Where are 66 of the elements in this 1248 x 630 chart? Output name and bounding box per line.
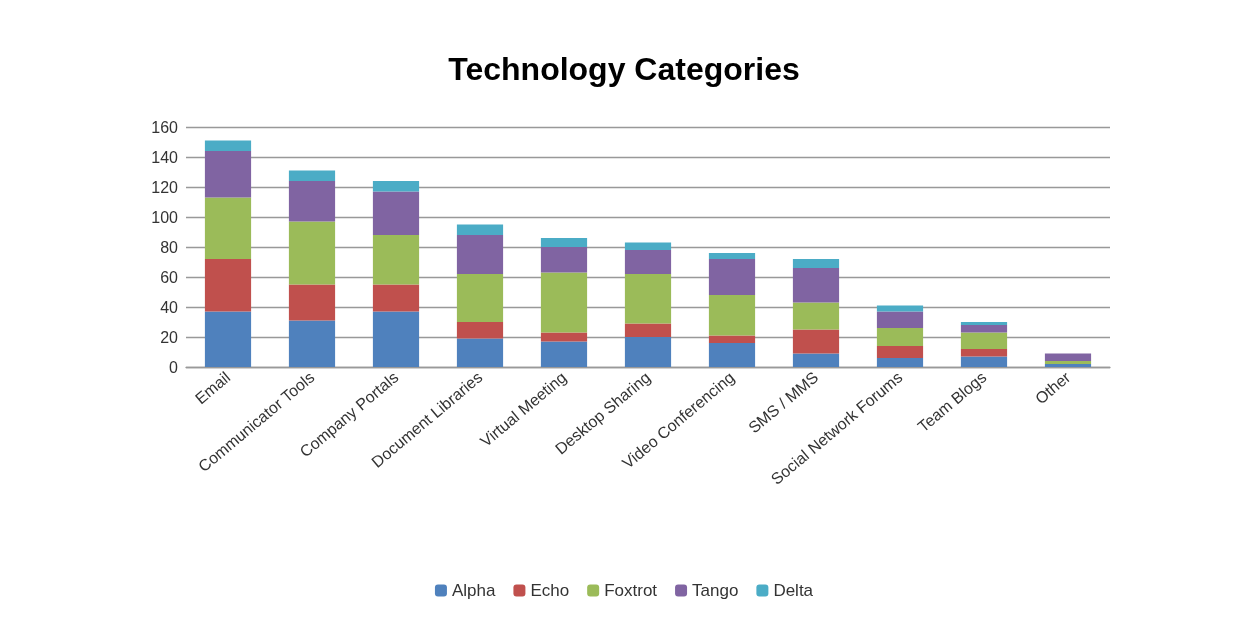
bar <box>540 247 588 273</box>
y-tick-label: 20 <box>160 328 179 346</box>
bar <box>372 181 420 192</box>
legend-label: Foxtrot <box>604 581 658 600</box>
y-tick-label: 160 <box>151 118 179 136</box>
bar <box>540 272 588 333</box>
bar <box>792 302 840 330</box>
bar <box>288 181 336 222</box>
bar <box>372 191 420 235</box>
bar <box>624 337 672 367</box>
bar <box>456 338 504 367</box>
bar <box>456 322 504 339</box>
y-tick-label: 100 <box>151 208 179 226</box>
bar <box>876 311 924 328</box>
y-tick-label: 60 <box>160 268 179 286</box>
y-tick-label: 140 <box>151 148 179 166</box>
bar <box>960 322 1008 325</box>
bar <box>960 332 1008 349</box>
bar <box>708 343 756 367</box>
bar <box>456 224 504 235</box>
bar <box>624 242 672 250</box>
bar <box>372 311 420 367</box>
bar <box>540 238 588 247</box>
bar <box>792 268 840 303</box>
bar <box>876 328 924 346</box>
bar <box>204 311 252 367</box>
bar <box>960 356 1008 367</box>
bar <box>288 284 336 321</box>
bar <box>624 274 672 324</box>
bar <box>204 140 252 151</box>
bar <box>372 235 420 285</box>
bar <box>288 170 336 181</box>
bar <box>456 235 504 274</box>
bar <box>708 253 756 259</box>
y-tick-label: 0 <box>169 358 179 376</box>
bar <box>876 358 924 367</box>
bar <box>708 335 756 343</box>
bar <box>708 259 756 295</box>
bar <box>792 259 840 268</box>
y-tick-label: 80 <box>160 238 179 256</box>
legend-label: Echo <box>530 581 570 600</box>
legend-label: Alpha <box>451 581 496 600</box>
bar <box>204 259 252 312</box>
chart-title: Technology Categories <box>448 51 800 87</box>
legend-label: Delta <box>773 581 814 600</box>
bar <box>288 320 336 367</box>
legend-label: Tango <box>692 581 739 600</box>
bar <box>708 295 756 336</box>
bar <box>876 305 924 312</box>
y-tick-label: 40 <box>160 298 179 316</box>
bar <box>792 329 840 354</box>
bar <box>456 274 504 322</box>
bar <box>624 250 672 274</box>
bar <box>540 341 588 367</box>
bar <box>204 197 252 259</box>
bar <box>288 221 336 285</box>
bar <box>624 323 672 337</box>
bar <box>792 353 840 367</box>
bar <box>960 325 1008 333</box>
bar <box>876 346 924 358</box>
bar <box>540 332 588 342</box>
bar <box>204 151 252 198</box>
y-tick-label: 120 <box>151 178 179 196</box>
bar <box>960 349 1008 357</box>
bar <box>372 284 420 312</box>
bar <box>1044 353 1092 361</box>
